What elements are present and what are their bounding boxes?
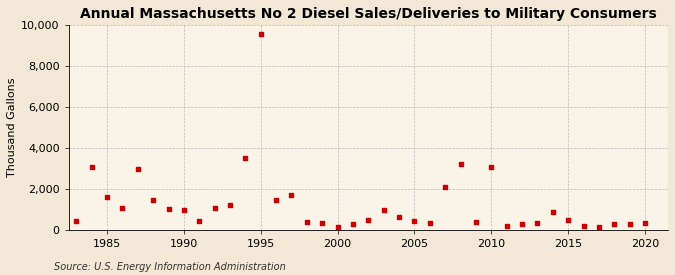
Point [609, 221, 620, 226]
Point [440, 185, 451, 189]
Point [240, 156, 251, 160]
Point [348, 221, 358, 226]
Point [593, 224, 604, 229]
Point [194, 218, 205, 223]
Point [271, 198, 281, 202]
Point [148, 198, 159, 202]
Point [516, 221, 527, 226]
Point [425, 220, 435, 225]
Point [332, 224, 343, 229]
Point [578, 224, 589, 228]
Point [547, 210, 558, 214]
Point [624, 221, 635, 226]
Point [71, 218, 82, 223]
Point [470, 219, 481, 224]
Point [163, 207, 174, 211]
Point [455, 162, 466, 166]
Text: Source: U.S. Energy Information Administration: Source: U.S. Energy Information Administ… [54, 262, 286, 272]
Point [102, 195, 113, 199]
Point [502, 224, 512, 228]
Point [178, 208, 189, 213]
Point [486, 165, 497, 169]
Point [302, 219, 313, 224]
Point [394, 215, 404, 220]
Point [117, 206, 128, 210]
Point [209, 206, 220, 210]
Point [640, 220, 651, 225]
Point [409, 218, 420, 223]
Title: Annual Massachusetts No 2 Diesel Sales/Deliveries to Military Consumers: Annual Massachusetts No 2 Diesel Sales/D… [80, 7, 657, 21]
Point [132, 167, 143, 172]
Point [363, 217, 374, 222]
Point [317, 220, 327, 225]
Point [378, 208, 389, 213]
Point [225, 203, 236, 207]
Point [532, 220, 543, 225]
Point [86, 165, 97, 169]
Point [563, 217, 574, 222]
Point [286, 193, 297, 197]
Y-axis label: Thousand Gallons: Thousand Gallons [7, 78, 17, 177]
Point [255, 32, 266, 36]
